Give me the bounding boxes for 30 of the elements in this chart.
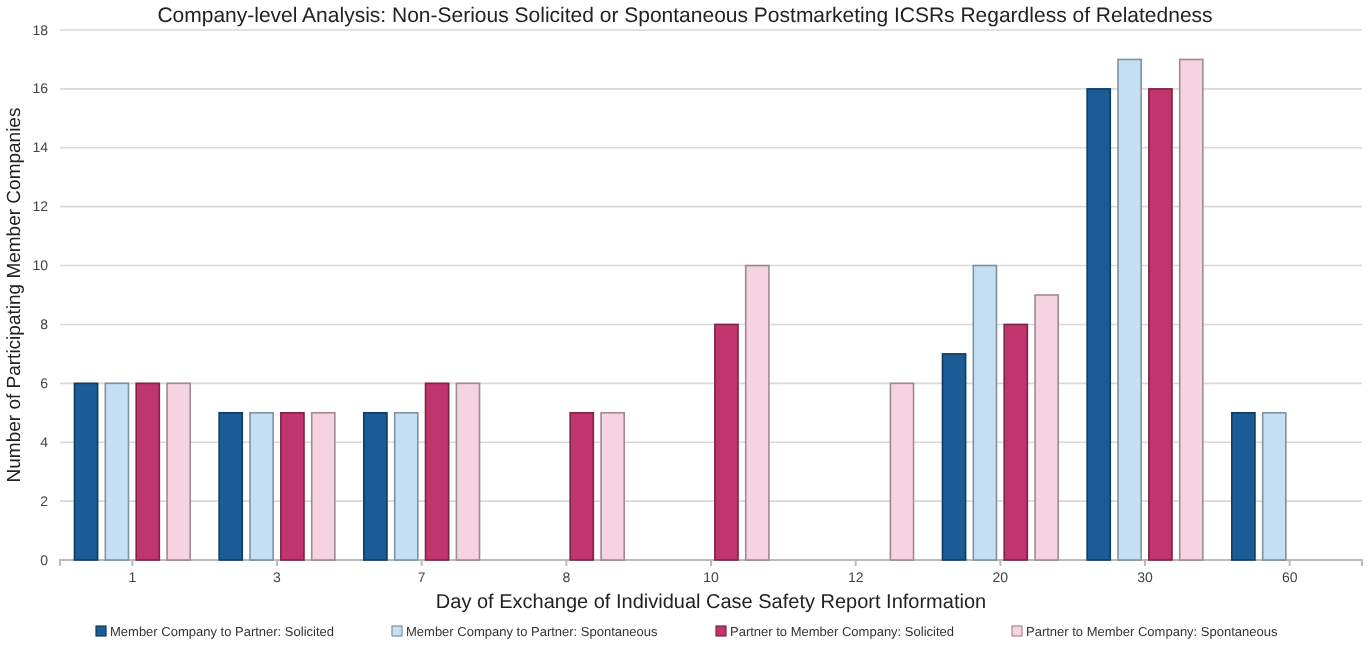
- bar: [424, 382, 450, 561]
- bar: [363, 411, 388, 561]
- bar: [1261, 411, 1287, 561]
- bar: [393, 411, 419, 561]
- bar: [249, 411, 274, 561]
- bar: [600, 411, 625, 561]
- bar: [1003, 323, 1029, 561]
- bar: [889, 382, 915, 561]
- bar: [569, 411, 595, 561]
- bar: [744, 264, 770, 561]
- chart-title: Company-level Analysis: Non-Serious Solicited or Spontaneous Postmarketing ICSRs Regardless of Relatedness: [157, 4, 1213, 28]
- bar: [218, 411, 244, 561]
- x-axis-title: Day of Exchange of Individual Case Safety Report Information: [435, 592, 987, 614]
- bar: [135, 382, 161, 561]
- bar: [714, 323, 739, 561]
- bar: [310, 411, 336, 561]
- bar: [1034, 294, 1059, 561]
- bar: [1178, 58, 1204, 561]
- bar: [73, 382, 99, 561]
- y-axis-title: Number of Participating Member Companies: [4, 107, 26, 483]
- bar: [1231, 411, 1256, 561]
- bar: [104, 382, 130, 561]
- bar: [280, 411, 305, 561]
- bar: [1148, 88, 1173, 561]
- bar: [1086, 88, 1112, 561]
- bar: [941, 353, 967, 561]
- bar: [1117, 58, 1142, 561]
- bar: [166, 382, 191, 561]
- bar: [972, 264, 998, 561]
- bar: [455, 382, 481, 561]
